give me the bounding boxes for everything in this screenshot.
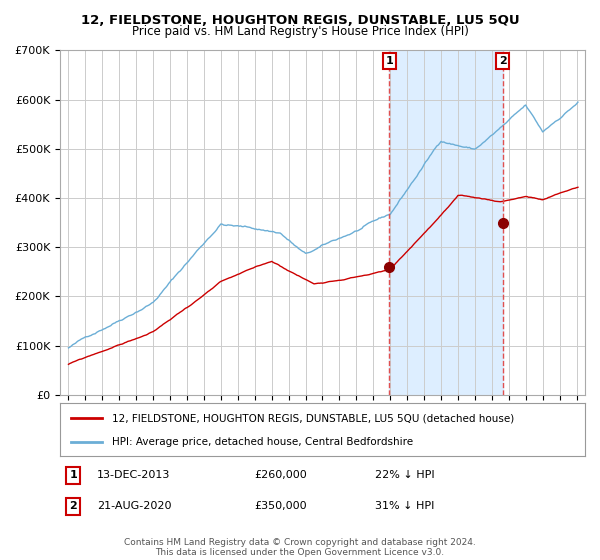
Text: £260,000: £260,000 xyxy=(254,470,307,480)
Text: 2: 2 xyxy=(69,501,77,511)
Bar xyxy=(389,50,503,395)
Text: Price paid vs. HM Land Registry's House Price Index (HPI): Price paid vs. HM Land Registry's House … xyxy=(131,25,469,38)
Text: 2: 2 xyxy=(499,56,506,66)
Text: £350,000: £350,000 xyxy=(254,501,307,511)
Text: 21-AUG-2020: 21-AUG-2020 xyxy=(97,501,171,511)
Text: 13-DEC-2013: 13-DEC-2013 xyxy=(97,470,170,480)
Text: HPI: Average price, detached house, Central Bedfordshire: HPI: Average price, detached house, Cent… xyxy=(113,436,413,446)
Text: 31% ↓ HPI: 31% ↓ HPI xyxy=(375,501,434,511)
Text: Contains HM Land Registry data © Crown copyright and database right 2024.
This d: Contains HM Land Registry data © Crown c… xyxy=(124,538,476,557)
Text: 1: 1 xyxy=(69,470,77,480)
Text: 1: 1 xyxy=(386,56,393,66)
Text: 22% ↓ HPI: 22% ↓ HPI xyxy=(375,470,434,480)
Text: 12, FIELDSTONE, HOUGHTON REGIS, DUNSTABLE, LU5 5QU: 12, FIELDSTONE, HOUGHTON REGIS, DUNSTABL… xyxy=(80,14,520,27)
Text: 12, FIELDSTONE, HOUGHTON REGIS, DUNSTABLE, LU5 5QU (detached house): 12, FIELDSTONE, HOUGHTON REGIS, DUNSTABL… xyxy=(113,413,515,423)
